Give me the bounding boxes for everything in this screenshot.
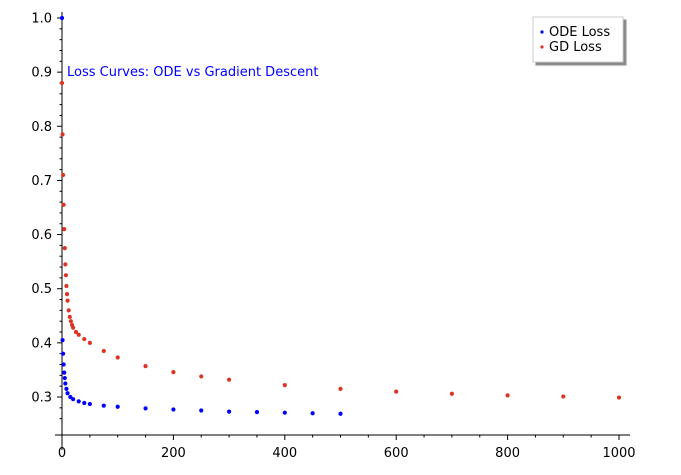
x-tick-label: 1000 — [602, 446, 635, 461]
gd-loss-point — [73, 329, 79, 335]
ode-loss-point — [71, 397, 76, 402]
y-tick-label: 0.8 — [31, 120, 52, 135]
ode-loss-point — [65, 391, 70, 396]
x-tick-label: 600 — [384, 446, 409, 461]
gd-loss-point — [227, 377, 232, 382]
y-tick-label: 0.7 — [31, 174, 52, 189]
gd-loss-point — [282, 382, 287, 388]
ode-loss-series — [59, 15, 343, 416]
gd-loss-point — [115, 355, 120, 360]
ode-loss-point — [63, 381, 68, 386]
ode-loss-point — [87, 401, 92, 407]
x-ticks: 0 200 400 600 800 1000 — [58, 435, 636, 461]
ode-loss-point — [61, 351, 66, 356]
gd-loss-point — [67, 314, 72, 319]
legend-marker-gd — [540, 45, 544, 49]
gd-loss-point — [60, 132, 65, 137]
gd-loss-point — [101, 348, 106, 354]
gd-loss-point — [199, 374, 204, 379]
gd-loss-point — [66, 308, 71, 313]
gd-loss-point — [68, 319, 74, 324]
gd-loss-series — [59, 80, 622, 400]
gd-loss-point — [616, 395, 622, 400]
ode-loss-point — [101, 403, 106, 408]
gd-loss-point — [62, 246, 67, 251]
gd-loss-point — [394, 389, 399, 394]
x-tick-label: 0 — [58, 446, 66, 461]
gd-loss-point — [71, 325, 76, 330]
gd-loss-point — [561, 394, 566, 399]
ode-loss-point — [62, 375, 67, 381]
ode-loss-point — [59, 15, 65, 21]
gd-loss-point — [64, 292, 70, 297]
gd-loss-point — [62, 227, 67, 232]
y-tick-label: 0.3 — [31, 391, 52, 406]
legend: ODE Loss GD Loss — [532, 16, 624, 63]
gd-loss-point — [505, 393, 510, 398]
gd-loss-point — [143, 364, 148, 369]
gd-loss-point — [76, 332, 81, 337]
ode-loss-point — [82, 400, 87, 406]
legend-label-ode: ODE Loss — [549, 25, 610, 40]
gd-loss-point — [338, 386, 343, 391]
chart-annotation: Loss Curves: ODE vs Gradient Descent — [67, 65, 318, 80]
x-tick-label: 400 — [272, 446, 297, 461]
ode-loss-point — [199, 408, 204, 413]
ode-loss-point — [143, 406, 148, 411]
ode-loss-point — [338, 411, 343, 416]
ode-loss-point — [227, 409, 232, 414]
ode-loss-point — [282, 410, 287, 415]
ode-loss-point — [310, 411, 315, 416]
gd-loss-point — [63, 273, 68, 278]
ode-loss-point — [76, 399, 81, 404]
ode-loss-point — [62, 370, 67, 375]
y-tick-label: 1.0 — [31, 12, 52, 27]
ode-loss-point — [171, 407, 176, 412]
gd-loss-point — [82, 336, 87, 342]
y-tick-label: 0.5 — [31, 282, 52, 297]
y-ticks: 0.3 0.4 0.5 0.6 0.7 0.8 0.9 1.0 — [31, 12, 62, 406]
series-layer — [59, 15, 622, 416]
gd-loss-point — [87, 340, 92, 345]
y-tick-label: 0.9 — [31, 66, 52, 81]
y-tick-label: 0.4 — [31, 336, 52, 351]
x-tick-label: 800 — [495, 446, 520, 461]
x-tick-label: 200 — [161, 446, 186, 461]
ode-loss-point — [61, 362, 66, 367]
gd-loss-point — [64, 283, 69, 289]
gd-loss-point — [59, 80, 65, 86]
legend-marker-ode — [540, 30, 544, 34]
gd-loss-point — [63, 262, 68, 267]
gd-loss-point — [61, 202, 66, 207]
gd-loss-point — [65, 298, 70, 303]
ode-loss-point — [115, 404, 120, 409]
legend-box — [532, 16, 624, 63]
x-minor-ticks — [89, 435, 592, 438]
ode-loss-point — [64, 386, 69, 391]
gd-loss-point — [61, 172, 66, 178]
legend-label-gd: GD Loss — [549, 40, 602, 55]
ode-loss-point — [60, 338, 65, 343]
y-tick-label: 0.6 — [31, 228, 52, 243]
ode-loss-point — [254, 410, 260, 415]
gd-loss-point — [171, 369, 176, 375]
gd-loss-point — [449, 391, 454, 396]
